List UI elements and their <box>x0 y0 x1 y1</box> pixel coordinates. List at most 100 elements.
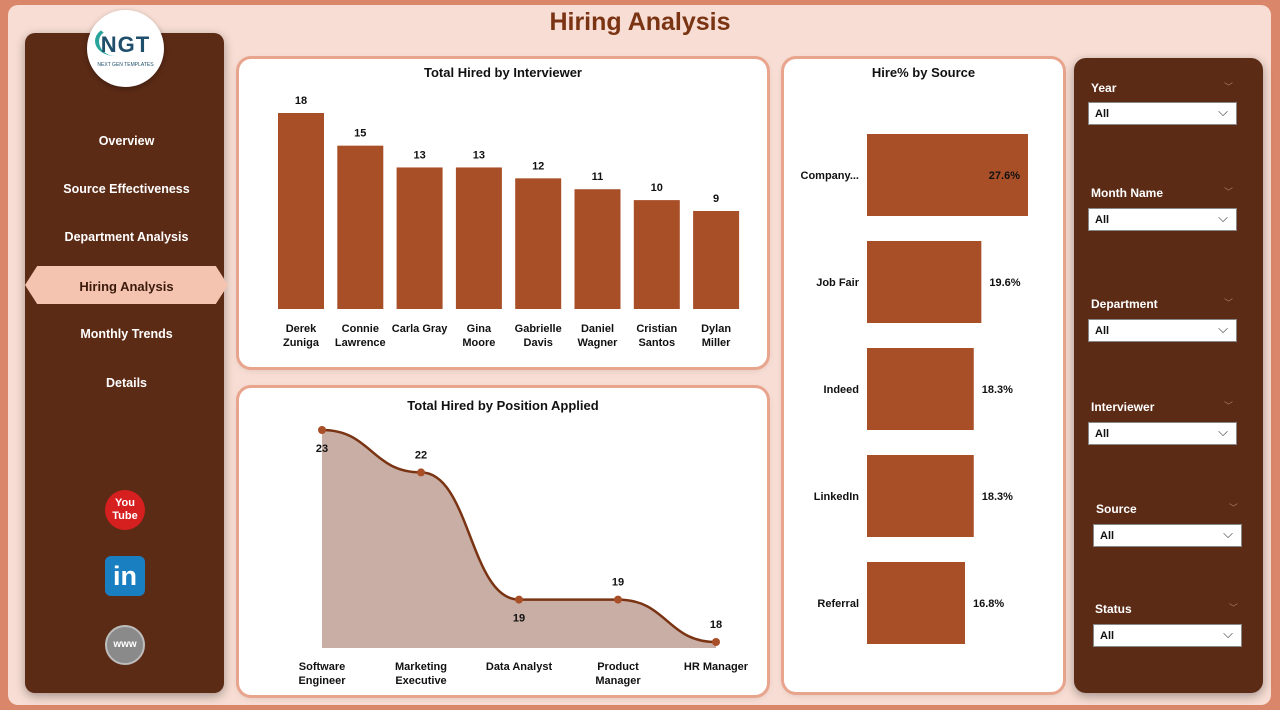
chevron-down-icon: ⌵ <box>1218 321 1228 336</box>
nav-item-overview[interactable]: Overview <box>98 134 155 148</box>
nav-item-source-effectiveness[interactable]: Source Effectiveness <box>63 182 190 196</box>
filter-year-label: Year <box>1091 81 1117 95</box>
chevron-down-icon[interactable]: ﹀ <box>1224 187 1234 197</box>
ngt-logo: NGT NEXT GEN TEMPLATES <box>87 10 164 87</box>
nav-item-details[interactable]: Details <box>106 376 147 390</box>
interviewer-chart-card: Total Hired by Interviewer 18 Derek Zuniga… <box>239 59 767 367</box>
chevron-down-icon[interactable]: ﹀ <box>1224 82 1234 92</box>
source-value-label-1: 19.6% <box>989 277 1020 289</box>
bar-value-label-3: 13 <box>473 149 485 161</box>
x-tick-label-3-b: Moore <box>462 337 495 349</box>
filter-status-select[interactable]: All ⌵ <box>1093 624 1242 647</box>
bar-value-label-7: 9 <box>713 193 719 205</box>
chevron-down-icon: ⌵ <box>1218 210 1228 225</box>
x-tick-label-0-b: Engineer <box>298 675 346 687</box>
bar-5 <box>574 189 621 309</box>
logo-swoosh-icon <box>95 26 135 56</box>
nav-item-monthly-trends[interactable]: Monthly Trends <box>80 327 173 341</box>
filter-status-label: Status <box>1095 602 1132 616</box>
x-tick-label-3-a: Gina <box>467 323 492 335</box>
area-value-label-4: 18 <box>710 619 722 631</box>
y-tick-label-0: Company... <box>801 170 859 182</box>
chevron-down-icon[interactable]: ﹀ <box>1229 603 1239 613</box>
area-line <box>321 428 717 644</box>
nav-active-indicator <box>25 266 228 304</box>
x-tick-label-6-b: Santos <box>638 337 675 349</box>
bar-2 <box>396 167 443 309</box>
source-bar-0 <box>867 134 1028 216</box>
filter-source-select[interactable]: All ⌵ <box>1093 524 1242 547</box>
filter-source-label: Source <box>1096 502 1137 516</box>
y-tick-label-2: Indeed <box>824 384 859 396</box>
area-point-3 <box>614 595 622 604</box>
globe-icon[interactable]: www <box>105 625 145 665</box>
bar-3 <box>455 167 502 309</box>
area-value-label-1: 22 <box>415 449 427 461</box>
source-bar-1 <box>867 241 982 323</box>
x-tick-label-4-a: Gabrielle <box>515 323 562 335</box>
bar-6 <box>633 200 680 309</box>
bar-value-label-5: 11 <box>592 171 604 183</box>
linkedin-icon[interactable]: in <box>105 556 145 596</box>
y-tick-label-1: Job Fair <box>816 277 860 289</box>
x-tick-label-0-a: Derek <box>286 323 317 335</box>
filter-interviewer-value: All <box>1095 428 1110 440</box>
x-tick-label-5-a: Daniel <box>581 323 614 335</box>
bar-0 <box>278 113 324 309</box>
filter-interviewer-label: Interviewer <box>1091 400 1155 414</box>
bar-value-label-1: 15 <box>354 128 366 140</box>
source-value-label-0: 27.6% <box>989 170 1020 182</box>
filter-month-select[interactable]: All ⌵ <box>1088 208 1237 231</box>
x-tick-label-1-b: Executive <box>395 675 446 687</box>
area-value-label-0: 23 <box>316 443 328 455</box>
chevron-down-icon: ⌵ <box>1218 104 1228 119</box>
source-chart-title: Hire% by Source <box>871 65 976 80</box>
x-tick-label-3-a: Product <box>597 661 639 673</box>
area-value-label-2: 19 <box>513 613 525 625</box>
bar-7 <box>693 211 740 309</box>
nav-item-department-analysis[interactable]: Department Analysis <box>64 230 189 244</box>
x-tick-label-0-a: Software <box>299 661 345 673</box>
source-value-label-2: 18.3% <box>982 384 1013 396</box>
logo-subtitle: NEXT GEN TEMPLATES <box>97 62 154 68</box>
nav-item-hiring-analysis[interactable]: Hiring Analysis <box>79 279 174 294</box>
source-bar-2 <box>867 348 974 430</box>
filter-department-select[interactable]: All ⌵ <box>1088 319 1237 342</box>
area-point-2 <box>515 595 523 604</box>
x-tick-label-1-b: Lawrence <box>335 337 386 349</box>
y-tick-label-3: LinkedIn <box>814 491 860 503</box>
source-value-label-3: 18.3% <box>982 491 1013 503</box>
x-tick-label-2: Data Analyst <box>486 661 553 673</box>
x-tick-label-1-a: Connie <box>342 323 379 335</box>
x-tick-label-4: HR Manager <box>684 661 749 673</box>
position-chart-card: Total Hired by Position Applied 23 22 19 19… <box>239 388 767 695</box>
x-tick-label-6-a: Cristian <box>636 323 677 335</box>
web-label: www <box>113 639 137 650</box>
interviewer-bar-chart: 18 Derek Zuniga 15 Connie Lawrence 13 Carla Gra… <box>278 95 740 349</box>
source-bar-chart: Company... 27.6% Job Fair 19.6% Indeed 18.3% L… <box>801 134 1028 644</box>
filter-source-value: All <box>1100 530 1115 542</box>
x-tick-label-4-b: Davis <box>524 337 553 349</box>
chevron-down-icon[interactable]: ﹀ <box>1229 503 1239 513</box>
x-tick-label-2: Carla Gray <box>392 323 449 335</box>
chevron-down-icon[interactable]: ﹀ <box>1224 298 1234 308</box>
x-tick-label-5-b: Wagner <box>578 337 619 349</box>
source-chart-card: Hire% by Source Company... 27.6% Job Fair 1… <box>784 59 1063 692</box>
area-point-0 <box>318 426 326 434</box>
chevron-down-icon[interactable]: ﹀ <box>1224 401 1234 411</box>
filter-interviewer-select[interactable]: All ⌵ <box>1088 422 1237 445</box>
position-chart-title: Total Hired by Position Applied <box>407 398 599 413</box>
bar-value-label-4: 12 <box>532 160 544 172</box>
bar-value-label-0: 18 <box>295 95 307 107</box>
x-tick-label-1-a: Marketing <box>395 661 447 673</box>
area-value-label-3: 19 <box>612 577 624 589</box>
filter-year-value: All <box>1095 108 1110 120</box>
youtube-icon[interactable]: You Tube <box>105 490 145 530</box>
source-bar-3 <box>867 455 974 537</box>
filter-month-value: All <box>1095 214 1110 226</box>
source-value-label-4: 16.8% <box>973 598 1004 610</box>
linkedin-label: in <box>113 561 137 591</box>
filter-year-select[interactable]: All ⌵ <box>1088 102 1237 125</box>
area-fill <box>322 430 716 648</box>
filter-month-label: Month Name <box>1091 186 1163 200</box>
